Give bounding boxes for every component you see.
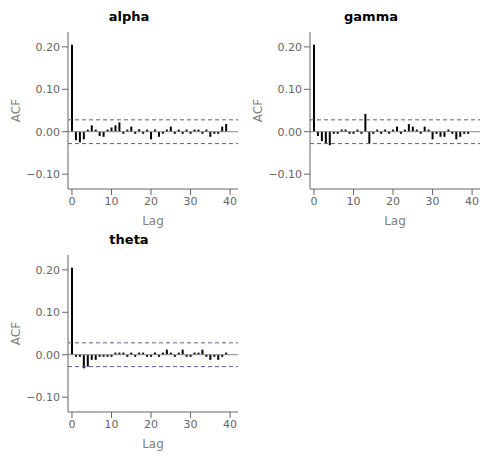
html-text:theta: theta xyxy=(109,232,149,247)
svg-text:0: 0 xyxy=(68,418,75,431)
svg-text:40: 40 xyxy=(465,195,479,208)
svg-text:−0.10: −0.10 xyxy=(268,168,302,181)
svg-text:20: 20 xyxy=(144,195,158,208)
svg-text:0.10: 0.10 xyxy=(36,83,61,96)
svg-text:0.10: 0.10 xyxy=(278,83,303,96)
svg-text:0.00: 0.00 xyxy=(36,126,61,139)
svg-text:ACF: ACF xyxy=(9,99,23,122)
svg-text:20: 20 xyxy=(144,418,158,431)
svg-text:0: 0 xyxy=(310,195,317,208)
svg-text:Lag: Lag xyxy=(384,214,406,228)
svg-text:−0.10: −0.10 xyxy=(26,168,60,181)
svg-text:0.00: 0.00 xyxy=(36,349,61,362)
svg-text:20: 20 xyxy=(386,195,400,208)
svg-text:30: 30 xyxy=(184,418,198,431)
svg-text:0.10: 0.10 xyxy=(36,306,61,319)
svg-text:10: 10 xyxy=(104,418,118,431)
svg-text:30: 30 xyxy=(184,195,198,208)
svg-text:−0.10: −0.10 xyxy=(26,391,60,404)
svg-text:0: 0 xyxy=(68,195,75,208)
svg-text:10: 10 xyxy=(104,195,118,208)
svg-text:10: 10 xyxy=(346,195,360,208)
svg-text:Lag: Lag xyxy=(142,214,164,228)
svg-text:Lag: Lag xyxy=(142,437,164,451)
svg-text:ACF: ACF xyxy=(251,99,265,122)
svg-text:0.20: 0.20 xyxy=(36,41,61,54)
svg-text:0.20: 0.20 xyxy=(278,41,303,54)
svg-text:ACF: ACF xyxy=(9,322,23,345)
svg-text:0.00: 0.00 xyxy=(278,126,303,139)
svg-text:30: 30 xyxy=(426,195,440,208)
svg-text:0.20: 0.20 xyxy=(36,264,61,277)
html-text:alpha: alpha xyxy=(108,9,150,24)
svg-text:40: 40 xyxy=(223,418,237,431)
html-text:gamma: gamma xyxy=(344,9,398,24)
svg-text:40: 40 xyxy=(223,195,237,208)
